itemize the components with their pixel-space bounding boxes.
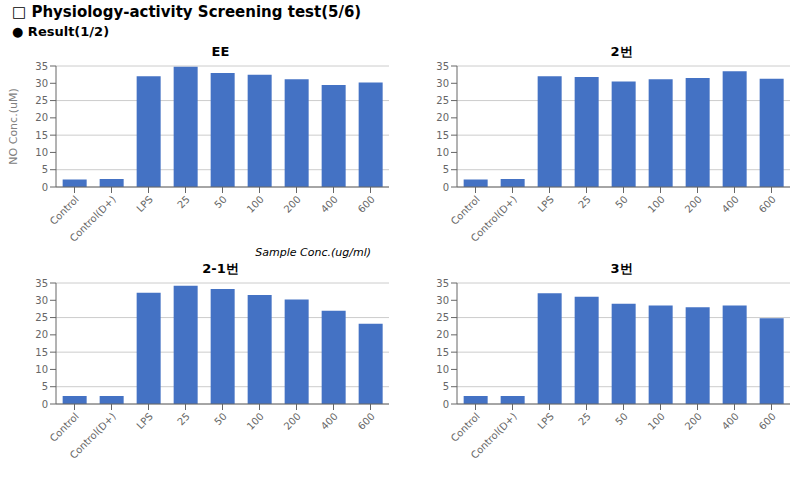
svg-text:Control(D+): Control(D+) <box>68 194 118 244</box>
svg-text:25: 25 <box>576 194 593 211</box>
svg-text:50: 50 <box>212 411 229 428</box>
svg-text:Control(D+): Control(D+) <box>68 411 118 461</box>
svg-text:0: 0 <box>443 399 449 410</box>
html-text:EE: EE <box>211 44 230 59</box>
svg-text:LPS: LPS <box>535 194 555 214</box>
svg-text:600: 600 <box>757 194 778 215</box>
svg-text:LPS: LPS <box>134 411 154 431</box>
svg-text:20: 20 <box>35 112 48 123</box>
svg-text:100: 100 <box>245 411 266 432</box>
svg-text:30: 30 <box>436 78 449 89</box>
svg-text:0: 0 <box>443 182 449 193</box>
svg-text:Control(D+): Control(D+) <box>469 411 519 461</box>
svg-text:20: 20 <box>436 329 449 340</box>
svg-text:600: 600 <box>356 194 377 215</box>
svg-text:200: 200 <box>282 411 303 432</box>
svg-text:200: 200 <box>683 411 704 432</box>
svg-text:Control: Control <box>48 411 81 444</box>
svg-text:400: 400 <box>720 411 741 432</box>
svg-text:200: 200 <box>683 194 704 215</box>
svg-text:Control(D+): Control(D+) <box>469 194 519 244</box>
svg-text:0: 0 <box>42 399 48 410</box>
svg-text:100: 100 <box>646 411 667 432</box>
svg-text:Control: Control <box>449 194 482 227</box>
svg-text:100: 100 <box>646 194 667 215</box>
svg-text:15: 15 <box>436 130 449 141</box>
svg-text:NO Conc.(uM): NO Conc.(uM) <box>8 88 20 164</box>
svg-text:20: 20 <box>436 112 449 123</box>
html-text:□ Physiology-activity Screenin: □ Physiology-activity Screening test(5/6… <box>12 3 362 21</box>
html-text:● Result(1/2): ● Result(1/2) <box>12 24 110 39</box>
svg-text:10: 10 <box>35 147 48 158</box>
svg-text:15: 15 <box>35 130 48 141</box>
svg-text:30: 30 <box>35 78 48 89</box>
svg-text:LPS: LPS <box>134 194 154 214</box>
svg-text:25: 25 <box>175 411 192 428</box>
svg-text:25: 25 <box>35 95 48 106</box>
svg-text:5: 5 <box>443 381 449 392</box>
svg-text:20: 20 <box>35 329 48 340</box>
svg-text:200: 200 <box>282 194 303 215</box>
svg-text:50: 50 <box>613 194 630 211</box>
svg-text:0: 0 <box>42 182 48 193</box>
html-text:2번: 2번 <box>610 44 633 59</box>
svg-text:25: 25 <box>436 95 449 106</box>
svg-text:25: 25 <box>576 411 593 428</box>
svg-text:5: 5 <box>42 164 48 175</box>
svg-text:15: 15 <box>436 347 449 358</box>
html-text:3번: 3번 <box>610 261 633 276</box>
html-text:2-1번: 2-1번 <box>202 261 239 276</box>
svg-text:400: 400 <box>720 194 741 215</box>
svg-text:25: 25 <box>175 194 192 211</box>
svg-text:LPS: LPS <box>535 411 555 431</box>
svg-text:35: 35 <box>35 278 48 289</box>
svg-text:30: 30 <box>35 295 48 306</box>
svg-text:10: 10 <box>35 364 48 375</box>
svg-text:400: 400 <box>319 411 340 432</box>
svg-text:10: 10 <box>436 147 449 158</box>
svg-text:Control: Control <box>449 411 482 444</box>
svg-text:50: 50 <box>613 411 630 428</box>
svg-text:10: 10 <box>436 364 449 375</box>
svg-text:25: 25 <box>436 312 449 323</box>
svg-text:15: 15 <box>35 347 48 358</box>
svg-text:50: 50 <box>212 194 229 211</box>
svg-text:100: 100 <box>245 194 266 215</box>
svg-text:5: 5 <box>443 164 449 175</box>
svg-text:5: 5 <box>42 381 48 392</box>
svg-text:600: 600 <box>356 411 377 432</box>
svg-text:25: 25 <box>35 312 48 323</box>
svg-text:600: 600 <box>757 411 778 432</box>
svg-text:30: 30 <box>436 295 449 306</box>
svg-text:400: 400 <box>319 194 340 215</box>
svg-text:Control: Control <box>48 194 81 227</box>
svg-text:35: 35 <box>436 278 449 289</box>
svg-text:35: 35 <box>436 61 449 72</box>
svg-text:35: 35 <box>35 61 48 72</box>
html-text:Sample Conc.(ug/ml): Sample Conc.(ug/ml) <box>255 246 371 259</box>
